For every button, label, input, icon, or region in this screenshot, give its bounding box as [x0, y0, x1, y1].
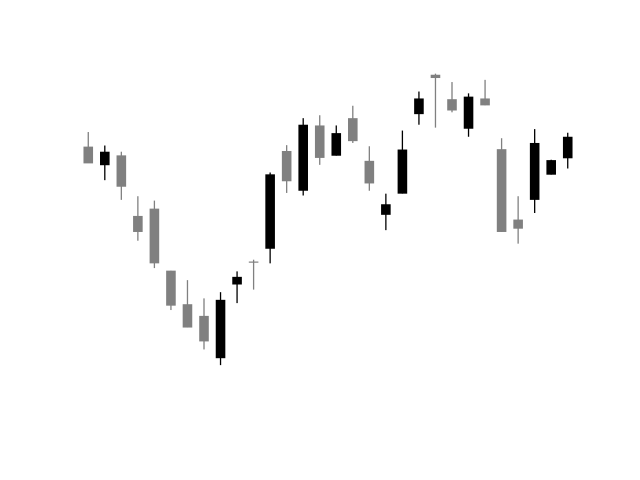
- candle-23: [447, 82, 457, 113]
- candle-11: [248, 259, 259, 290]
- candle-body: [430, 74, 441, 79]
- candle-29: [546, 159, 556, 175]
- candle-22: [430, 73, 441, 128]
- candle-body: [480, 98, 490, 106]
- candle-12: [265, 172, 275, 264]
- candle-9: [215, 292, 226, 366]
- candle-24: [463, 93, 474, 137]
- candle-body: [182, 304, 193, 328]
- candle-10: [232, 271, 242, 304]
- candle-body: [149, 208, 160, 264]
- candle-body: [314, 125, 325, 158]
- candle-13: [281, 145, 292, 193]
- candle-body: [562, 136, 573, 159]
- candle-1: [83, 132, 94, 164]
- candle-body: [116, 155, 127, 187]
- candle-body: [513, 219, 523, 229]
- candle-body: [463, 96, 474, 129]
- candle-20: [397, 130, 408, 194]
- candle-5: [149, 200, 160, 269]
- candle-8: [199, 298, 209, 350]
- candle-body: [281, 150, 292, 182]
- candle-body: [397, 149, 408, 194]
- candle-6: [166, 270, 176, 311]
- candle-17: [348, 105, 358, 143]
- candle-21: [414, 91, 424, 125]
- candles-group: [83, 73, 573, 366]
- candle-16: [331, 125, 342, 156]
- candle-25: [480, 79, 490, 106]
- candle-body: [248, 261, 259, 263]
- candle-19: [381, 193, 391, 231]
- candle-body: [265, 174, 275, 249]
- candle-27: [513, 196, 523, 244]
- candle-body: [133, 215, 143, 232]
- candle-body: [496, 149, 507, 232]
- candle-body: [166, 270, 176, 306]
- candle-26: [496, 138, 507, 232]
- candle-body: [298, 124, 308, 191]
- candle-body: [546, 160, 556, 175]
- candle-body: [83, 146, 94, 164]
- candle-18: [364, 146, 375, 191]
- candle-body: [100, 151, 110, 166]
- candle-14: [298, 118, 308, 196]
- candle-15: [314, 115, 325, 165]
- candle-body: [529, 142, 540, 200]
- candle-body: [414, 98, 424, 115]
- candle-body: [447, 99, 457, 111]
- candle-body: [232, 276, 242, 285]
- candle-body: [381, 204, 391, 215]
- candle-body: [364, 160, 375, 184]
- candle-body: [215, 299, 226, 359]
- candle-body: [348, 118, 358, 142]
- candle-4: [133, 196, 143, 241]
- candle-2: [100, 145, 110, 181]
- candle-28: [529, 129, 540, 214]
- candle-body: [331, 133, 342, 156]
- candle-body: [199, 315, 209, 342]
- candle-3: [116, 151, 127, 200]
- candle-7: [182, 280, 193, 328]
- candle-30: [562, 132, 573, 169]
